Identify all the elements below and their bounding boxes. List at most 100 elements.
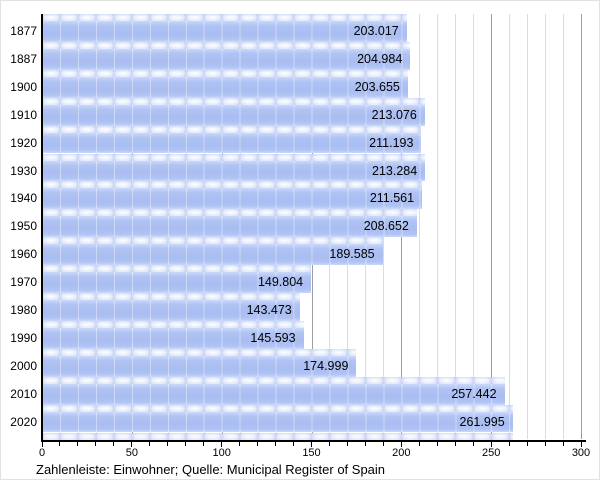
ruler-stripe <box>42 348 357 356</box>
bar-1887: 204.984 <box>42 48 411 70</box>
x-tick-70 <box>167 441 169 446</box>
x-tick-label-150: 150 <box>302 447 321 459</box>
x-tick-290 <box>562 441 564 446</box>
x-tick-label-300: 300 <box>571 447 591 459</box>
x-tick-130 <box>275 441 277 446</box>
gridline-300 <box>581 14 582 439</box>
bar-value-label: 204.984 <box>357 51 403 66</box>
x-axis-line <box>41 439 586 442</box>
x-tick-250 <box>490 441 492 447</box>
bar-value-label: 211.193 <box>369 135 414 150</box>
bar-value-label: 145.593 <box>250 330 296 345</box>
x-tick-30 <box>95 441 97 446</box>
gridline-230 <box>455 14 457 439</box>
year-label-1930: 1930 <box>10 163 37 178</box>
x-tick-10 <box>59 441 61 446</box>
ruler-stripe <box>42 209 417 217</box>
bar-2010: 257.442 <box>42 383 505 405</box>
x-tick-80 <box>185 441 187 446</box>
x-tick-label-50: 50 <box>125 447 138 459</box>
bar-value-label: 213.076 <box>371 107 417 122</box>
x-tick-60 <box>149 441 151 446</box>
ruler-stripe <box>42 237 383 245</box>
x-tick-label-100: 100 <box>212 447 231 459</box>
x-tick-50 <box>131 441 133 447</box>
x-tick-230 <box>454 441 456 446</box>
year-label-1970: 1970 <box>10 275 37 290</box>
year-label-2010: 2010 <box>10 386 37 401</box>
year-label-1940: 1940 <box>10 191 37 206</box>
year-label-1950: 1950 <box>10 219 37 234</box>
plot-area: 203.017 204.984 203.655 213.076 211.193 213.2… <box>42 14 586 440</box>
x-tick-100 <box>221 441 223 447</box>
year-label-1910: 1910 <box>10 107 37 122</box>
x-tick-label-250: 250 <box>481 447 501 459</box>
bar-1900: 203.655 <box>42 76 408 98</box>
x-tick-20 <box>77 441 79 446</box>
bar-1960: 189.585 <box>42 244 383 266</box>
bar-value-label: 213.284 <box>372 163 418 178</box>
year-label-1980: 1980 <box>10 303 37 317</box>
ruler-stripe <box>42 97 425 105</box>
gridline-210 <box>419 14 421 439</box>
x-tick-label-200: 200 <box>392 447 411 459</box>
bar-value-label: 203.655 <box>354 79 400 94</box>
bar-value-label: 174.999 <box>303 358 349 373</box>
bar-value-label: 257.442 <box>451 386 497 401</box>
bar-value-label: 261.995 <box>459 414 505 429</box>
ruler-stripe <box>42 69 408 77</box>
x-tick-160 <box>328 441 330 446</box>
gridline-250 <box>491 14 493 439</box>
gridline-280 <box>545 14 547 439</box>
ruler-stripe <box>42 265 312 273</box>
bar-1877: 203.017 <box>42 21 407 42</box>
ruler-stripe <box>42 376 505 384</box>
bar-2020: 261.995 <box>42 411 513 433</box>
x-tick-0 <box>41 441 43 447</box>
year-label-2020: 2020 <box>10 414 37 429</box>
bar-1970: 149.804 <box>42 272 312 293</box>
gridline-270 <box>527 14 529 439</box>
bar-value-label: 143.473 <box>246 303 292 317</box>
year-label-1960: 1960 <box>10 247 37 262</box>
bar-1990: 145.593 <box>42 327 304 349</box>
ruler-stripe <box>42 181 423 189</box>
ruler-stripe <box>42 14 407 21</box>
x-tick-210 <box>418 441 420 446</box>
x-tick-270 <box>526 441 528 446</box>
ruler-stripe <box>42 320 304 328</box>
gridline-220 <box>437 14 439 439</box>
gridline-260 <box>509 14 511 439</box>
x-tick-200 <box>400 441 402 447</box>
bar-value-label: 203.017 <box>353 24 399 38</box>
year-label-1920: 1920 <box>10 135 37 150</box>
x-tick-170 <box>346 441 348 446</box>
x-tick-190 <box>382 441 384 446</box>
x-tick-260 <box>508 441 510 446</box>
year-label-1900: 1900 <box>10 79 37 94</box>
ruler-stripe <box>42 153 426 161</box>
ruler-stripe <box>42 432 513 440</box>
x-tick-label-0: 0 <box>38 447 46 459</box>
bar-value-label: 208.652 <box>363 219 409 234</box>
bar-value-label: 189.585 <box>329 247 375 262</box>
gridline-240 <box>473 14 475 439</box>
x-tick-240 <box>472 441 474 446</box>
year-label-1877: 1877 <box>10 24 37 38</box>
bar-1910: 213.076 <box>42 104 425 126</box>
bar-1940: 211.561 <box>42 188 423 210</box>
x-tick-220 <box>436 441 438 446</box>
x-tick-300 <box>580 441 582 447</box>
ruler-stripe <box>42 125 422 133</box>
x-tick-40 <box>113 441 115 446</box>
bar-value-label: 211.561 <box>369 191 415 206</box>
x-tick-180 <box>364 441 366 446</box>
bar-1930: 213.284 <box>42 160 426 182</box>
gridline-290 <box>563 14 565 439</box>
x-tick-140 <box>293 441 295 446</box>
ruler-stripe <box>42 293 300 300</box>
year-label-1887: 1887 <box>10 51 37 66</box>
y-axis-line <box>41 14 43 441</box>
bar-2000: 174.999 <box>42 355 357 377</box>
